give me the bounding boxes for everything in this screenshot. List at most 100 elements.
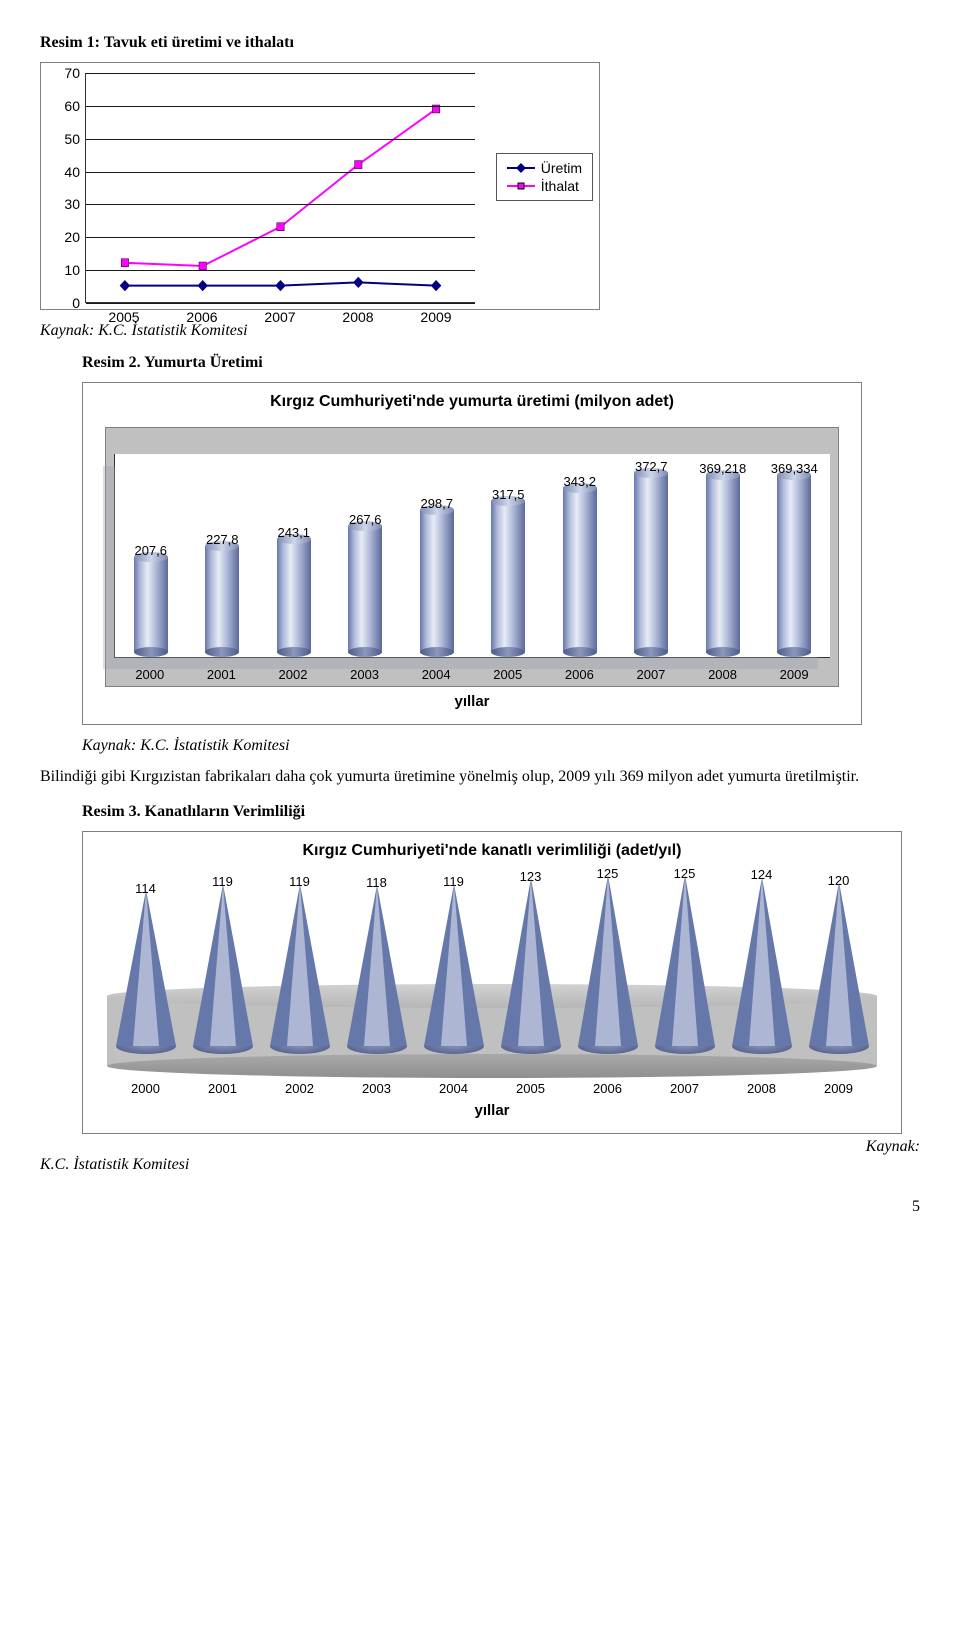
chart1-x-axis: 20052006200720082009 — [85, 303, 475, 325]
page-number: 5 — [40, 1198, 920, 1216]
heading-resim2: Resim 2. Yumurta Üretimi — [82, 354, 920, 372]
kaynak-right: Kaynak: — [40, 1138, 920, 1156]
chart1-gridline — [86, 106, 475, 107]
chart3-x-axis: 2000200120022003200420052006200720082009 — [107, 1081, 877, 1096]
chart2-xtick-label: 2009 — [758, 667, 830, 682]
cone-highlight — [595, 875, 621, 1046]
chart3-xtick-label: 2007 — [646, 1081, 723, 1096]
chart1-gridline — [86, 270, 475, 271]
square-marker-icon — [277, 223, 284, 231]
chart1-ytick-label: 20 — [64, 229, 80, 245]
cone-highlight — [287, 884, 313, 1046]
chart1-frame: 010203040506070 20052006200720082009 Üre… — [40, 62, 600, 310]
chart3-cone-row: 114119119118119123125125124120 — [107, 876, 877, 1054]
bar-body — [134, 557, 168, 652]
bar-body — [420, 510, 454, 652]
bar-bottom-ellipse — [563, 647, 597, 657]
chart1-ytick-label: 40 — [64, 164, 80, 180]
chart1-plot-area: 010203040506070 — [85, 73, 475, 303]
chart2-bar-label: 369,334 — [771, 461, 818, 476]
chart2-bar-label: 372,7 — [635, 459, 668, 474]
legend-row-uretim: Üretim — [507, 160, 582, 176]
legend-label-ithalat: İthalat — [541, 178, 579, 194]
chart2-bar: 372,7 — [634, 468, 668, 657]
chart2-bar-label: 227,8 — [206, 532, 239, 547]
chart2-bar: 267,6 — [348, 521, 382, 657]
body-paragraph: Bilindiği gibi Kırgızistan fabrikaları d… — [40, 765, 920, 789]
chart1-gridline — [86, 237, 475, 238]
chart2-bar-label: 343,2 — [563, 474, 596, 489]
legend-line-uretim — [507, 167, 535, 169]
chart1-ytick-label: 50 — [64, 131, 80, 147]
chart2-bar: 369,218 — [706, 470, 740, 657]
chart2-bar-label: 369,218 — [699, 461, 746, 476]
diamond-marker-icon — [197, 280, 207, 291]
bar-body — [563, 488, 597, 652]
chart1-plot-wrap: 010203040506070 20052006200720082009 — [85, 73, 475, 303]
chart1-xtick-label: 2007 — [241, 309, 319, 325]
chart3-cone-slot: 119 — [261, 876, 338, 1054]
bar-bottom-ellipse — [277, 647, 311, 657]
chart1-ytick-label: 0 — [72, 295, 80, 311]
cone-highlight — [749, 877, 775, 1046]
bar-body — [348, 526, 382, 652]
chart1-legend: Üretim İthalat — [496, 153, 593, 201]
cone-highlight — [133, 890, 159, 1046]
chart2-bar-label: 317,5 — [492, 487, 525, 502]
chart3-xtick-label: 2001 — [184, 1081, 261, 1096]
legend-row-ithalat: İthalat — [507, 178, 582, 194]
legend-line-ithalat — [507, 185, 535, 187]
source-2: Kaynak: K.C. İstatistik Komitesi — [82, 737, 920, 755]
chart1-ytick-label: 10 — [64, 262, 80, 278]
chart2-bar: 298,7 — [420, 505, 454, 657]
chart2-bar-label: 243,1 — [277, 525, 310, 540]
chart2-x-axis: 2000200120022003200420052006200720082009 — [114, 667, 830, 682]
chart1-gridline — [86, 73, 475, 74]
chart3-frame: Kırgız Cumhuriyeti'nde kanatlı verimlili… — [82, 831, 902, 1134]
chart2-title: Kırgız Cumhuriyeti'nde yumurta üretimi (… — [97, 393, 847, 411]
chart1-xtick-label: 2006 — [163, 309, 241, 325]
chart3-cone-slot: 125 — [569, 876, 646, 1054]
diamond-marker-icon — [516, 163, 526, 173]
chart2-plot-area: 207,6 227,8 243,1 267,6 298,7 317,5 343,2 372,7… — [114, 454, 830, 658]
square-marker-icon — [517, 183, 524, 190]
bar-bottom-ellipse — [634, 647, 668, 657]
chart1-gridline — [86, 204, 475, 205]
chart3-cone-slot: 114 — [107, 876, 184, 1054]
chart1-gridline — [86, 303, 475, 304]
chart3-xtick-label: 2006 — [569, 1081, 646, 1096]
chart1-xtick-label: 2009 — [397, 309, 475, 325]
chart3-cone-slot: 119 — [415, 876, 492, 1054]
bar-body — [277, 539, 311, 652]
chart3-xtick-label: 2004 — [415, 1081, 492, 1096]
bar-bottom-ellipse — [420, 647, 454, 657]
chart3-xtick-label: 2002 — [261, 1081, 338, 1096]
bar-bottom-ellipse — [348, 647, 382, 657]
square-marker-icon — [355, 161, 362, 169]
chart3-title: Kırgız Cumhuriyeti'nde kanatlı verimlili… — [97, 842, 887, 860]
chart2-bar: 317,5 — [491, 496, 525, 657]
bar-bottom-ellipse — [491, 647, 525, 657]
chart2-xtick-label: 2003 — [329, 667, 401, 682]
chart2-bar: 207,6 — [134, 552, 168, 657]
chart2-xtick-label: 2006 — [544, 667, 616, 682]
chart3-xtick-label: 2009 — [800, 1081, 877, 1096]
chart2-xtick-label: 2008 — [687, 667, 759, 682]
chart1-series-line — [125, 109, 436, 266]
bar-bottom-ellipse — [777, 647, 811, 657]
chart3-cone-slot: 125 — [646, 876, 723, 1054]
cone-highlight — [672, 875, 698, 1046]
chart3-cone-slot: 119 — [184, 876, 261, 1054]
cone-highlight — [518, 878, 544, 1046]
chart3-plot: 114119119118119123125125124120 200020012… — [107, 876, 877, 1096]
legend-label-uretim: Üretim — [541, 160, 582, 176]
bar-body — [706, 475, 740, 652]
cone-highlight — [364, 885, 390, 1046]
chart2-bar: 243,1 — [277, 534, 311, 657]
diamond-marker-icon — [275, 280, 285, 291]
chart3-cone-slot: 120 — [800, 876, 877, 1054]
chart2-xtick-label: 2002 — [257, 667, 329, 682]
chart2-xtick-label: 2001 — [186, 667, 258, 682]
diamond-marker-icon — [120, 280, 130, 291]
chart2-bar-label: 207,6 — [134, 543, 167, 558]
